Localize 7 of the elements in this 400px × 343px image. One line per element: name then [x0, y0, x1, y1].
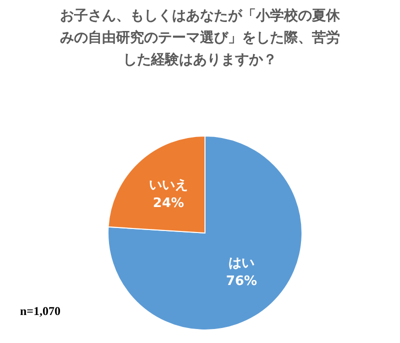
slice-label: いいえ	[148, 178, 188, 194]
pie-slice	[108, 136, 302, 330]
text: n=1,070	[20, 304, 61, 318]
slice-label: はい	[228, 256, 255, 271]
data-label: 24%	[152, 196, 184, 212]
chart-title: お子さん、もしくはあなたが「小学校の夏休みの自由研究のテーマ選び」をした際、苦労した経験はありますか？	[60, 8, 341, 68]
data-label: 76%	[226, 274, 258, 289]
